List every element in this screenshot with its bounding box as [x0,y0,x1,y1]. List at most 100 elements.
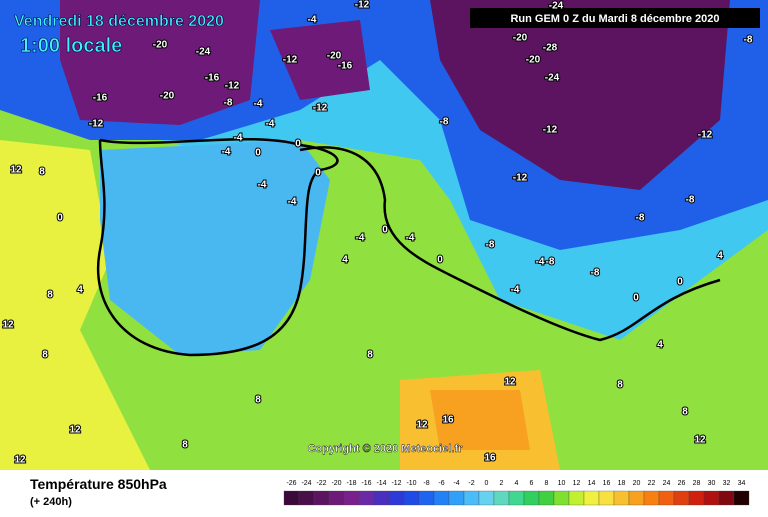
run-box [470,8,760,28]
color-swatch [328,490,345,506]
color-swatch [313,490,330,506]
contour-label: -8 [636,213,645,224]
contour-label: 12 [10,165,22,176]
contour-label: -16 [93,93,108,104]
contour-label: 0 [255,148,261,159]
color-swatch [553,490,570,506]
contour-label: 8 [39,167,45,178]
color-swatch [658,490,675,506]
color-swatch [343,490,360,506]
colorbar-tick-label: -24 [301,480,311,487]
colorbar-tick-label: -4 [453,480,459,487]
colorbar-tick-label: 22 [648,480,656,487]
color-swatch [673,490,690,506]
contour-label: 8 [682,407,688,418]
color-swatch [538,490,555,506]
contour-label: -24 [545,73,560,84]
color-swatch [568,490,585,506]
contour-label: -12 [225,81,240,92]
arctic-zone [270,20,370,100]
colorbar-tick-label: 0 [485,480,489,487]
contour-label: 16 [484,453,496,464]
contour-label: 0 [57,213,63,224]
contour-label: 8 [255,395,261,406]
contour-label: 8 [617,380,623,391]
colorbar-tick-label: 16 [603,480,611,487]
footer-title: Température 850hPa [30,476,167,492]
contour-label: -20 [327,51,342,62]
color-swatch [583,490,600,506]
colorbar-tick-label: -12 [391,480,401,487]
contour-label: -4 [288,197,297,208]
color-swatch [388,490,405,506]
color-swatch [508,490,525,506]
color-swatch [643,490,660,506]
contour-label: -28 [543,43,558,54]
colorbar-tick-label: 24 [663,480,671,487]
contour-label: -20 [513,33,528,44]
color-swatch [478,490,495,506]
contour-label: -8 [486,240,495,251]
contour-label: 0 [677,277,683,288]
color-swatch [358,490,375,506]
contour-label: -4 [406,233,415,244]
color-swatch [448,490,465,506]
run-info: Run GEM 0 Z du Mardi 8 décembre 2020 [510,13,719,25]
contour-label: -4 [356,233,365,244]
contour-label: -12 [313,103,328,114]
contour-label: -4 [222,147,231,158]
color-swatch [493,490,510,506]
contour-label: 0 [295,139,301,150]
footer-lead: (+ 240h) [30,496,72,508]
contour-label: -16 [205,73,220,84]
colorbar-tick-label: 2 [500,480,504,487]
colorbar-tick-label: 32 [723,480,731,487]
contour-label: 0 [633,293,639,304]
contour-label: -24 [196,47,211,58]
contour-label: 4 [657,340,663,351]
contour-label: -4 [234,133,243,144]
color-swatch [403,490,420,506]
color-swatch [718,490,735,506]
contour-label: 12 [416,420,428,431]
contour-label: 0 [437,255,443,266]
copyright: Copyright © 2020 Meteociel.fr [308,443,464,455]
contour-label: -12 [543,125,558,136]
colorbar-tick-label: -10 [406,480,416,487]
contour-label: -8 [546,257,555,268]
contour-label: 8 [367,350,373,361]
contour-label: -4 [254,99,263,110]
contour-label: -4 [511,285,520,296]
colorbar-tick-label: -16 [361,480,371,487]
contour-label: 8 [47,290,53,301]
contour-label: -4 [308,15,317,26]
contour-label: -12 [89,119,104,130]
colorbar-tick-label: -18 [346,480,356,487]
contour-label: 8 [42,350,48,361]
colorbar-tick-label: -14 [376,480,386,487]
colorbar-tick-label: 8 [545,480,549,487]
color-swatch [523,490,540,506]
contour-label: -12 [513,173,528,184]
color-swatch [613,490,630,506]
colorbar-tick-label: 4 [515,480,519,487]
color-swatch [433,490,450,506]
contour-label: -20 [153,40,168,51]
colorbar-tick-label: 30 [708,480,716,487]
colorbar-tick-label: 28 [693,480,701,487]
contour-label: -8 [744,35,753,46]
contour-label: 0 [315,168,321,179]
contour-label: -12 [698,130,713,141]
arctic-zone [60,0,260,125]
contour-label: -4 [258,180,267,191]
color-swatch [598,490,615,506]
colorbar-tick-label: 18 [618,480,626,487]
colorbar-tick-label: 14 [588,480,596,487]
color-swatch [628,490,645,506]
colorbar-tick-label: 20 [633,480,641,487]
colorbar-tick-label: -6 [438,480,444,487]
contour-label: 16 [442,415,454,426]
colorbar-tick-label: 34 [738,480,746,487]
contour-label: -4 [536,257,545,268]
zero-isotherm [96,137,721,357]
